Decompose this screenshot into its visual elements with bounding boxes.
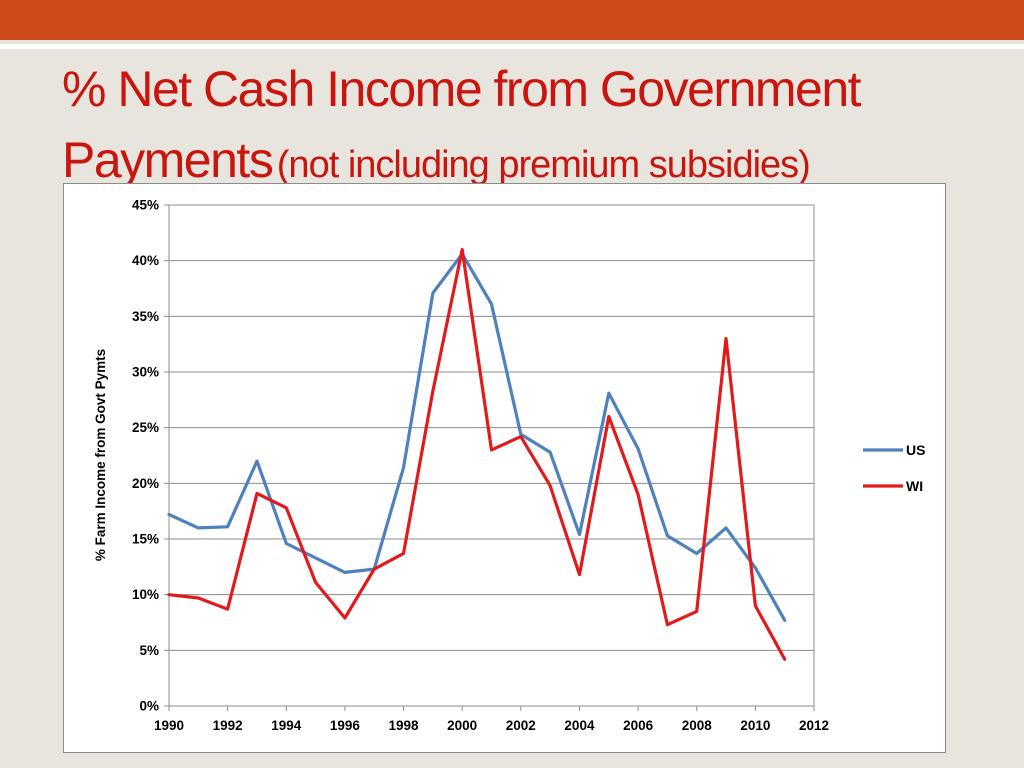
y-tick-label: 10%	[132, 587, 159, 602]
slide-accent-rule	[0, 44, 1024, 49]
x-tick-label: 1992	[213, 718, 243, 733]
x-tick-label: 2000	[447, 718, 477, 733]
slide-title: % Net Cash Income from Government Paymen…	[62, 60, 982, 202]
y-axis-label: % Farm Income from Govt Pymts	[93, 349, 108, 561]
line-chart: 0% 5% 10% 15% 20% 25% 30% 35% 40% 45% 1990 1992 1994…	[93, 198, 925, 734]
x-tick-label: 1990	[154, 718, 184, 733]
legend-label-us: US	[906, 442, 925, 458]
slide-accent-bar	[0, 0, 1024, 40]
x-tick-label: 2002	[506, 718, 536, 733]
x-tick-label: 2012	[799, 718, 829, 733]
legend-label-wi: WI	[906, 478, 923, 494]
y-tick-label: 30%	[132, 365, 159, 380]
y-tick-label: 25%	[132, 420, 159, 435]
x-tick-label: 2004	[564, 718, 595, 733]
series-lines	[167, 247, 787, 661]
x-tick-label: 2006	[623, 718, 654, 733]
x-tick-label: 2010	[740, 718, 770, 733]
gridlines	[169, 204, 814, 651]
y-tick-label: 15%	[132, 532, 159, 547]
series-line-us	[167, 252, 787, 622]
y-tick-label: 35%	[132, 309, 159, 324]
x-tick-label: 1998	[389, 718, 420, 733]
x-tick-label: 2008	[682, 718, 713, 733]
x-tick-label: 1994	[271, 718, 302, 733]
slide-title-subtitle: (not including premium subsidies)	[276, 144, 811, 186]
legend: US WI	[863, 442, 925, 494]
axes: 0% 5% 10% 15% 20% 25% 30% 35% 40% 45% 1990 1992 1994…	[132, 198, 829, 734]
y-tick-label: 20%	[132, 476, 159, 491]
series-line-wi	[167, 247, 787, 661]
y-tick-label: 40%	[132, 253, 159, 268]
y-tick-label: 5%	[139, 643, 159, 658]
y-tick-label: 45%	[132, 198, 159, 213]
slide-title-main: % Net Cash Income from Government Paymen…	[62, 61, 862, 188]
x-tick-label: 1996	[330, 718, 361, 733]
y-tick-label: 0%	[139, 699, 159, 714]
chart-frame	[63, 183, 946, 753]
plot-area-border	[168, 204, 815, 707]
